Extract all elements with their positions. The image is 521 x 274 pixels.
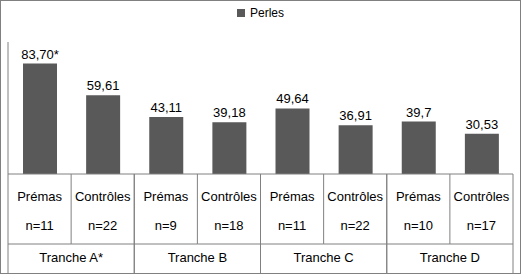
svg-text:n=18: n=18	[214, 218, 243, 233]
svg-text:n=11: n=11	[25, 218, 53, 233]
svg-text:Prémas: Prémas	[396, 189, 441, 204]
svg-text:Prémas: Prémas	[143, 189, 188, 204]
svg-text:n=22: n=22	[341, 218, 370, 233]
svg-text:n=22: n=22	[88, 218, 117, 233]
svg-text:n=10: n=10	[404, 218, 433, 233]
svg-text:59,61: 59,61	[87, 78, 120, 93]
svg-text:Tranche B: Tranche B	[168, 250, 228, 265]
html-text:Perles: Perles	[250, 6, 284, 20]
svg-text:Tranche A*: Tranche A*	[39, 250, 103, 265]
svg-text:39,18: 39,18	[213, 105, 246, 120]
svg-text:Tranche C: Tranche C	[294, 250, 354, 265]
svg-text:Contrôles: Contrôles	[75, 189, 131, 204]
svg-text:Contrôles: Contrôles	[327, 189, 383, 204]
svg-text:Contrôles: Contrôles	[454, 189, 510, 204]
svg-text:Contrôles: Contrôles	[201, 189, 257, 204]
svg-text:30,53: 30,53	[466, 117, 499, 132]
svg-text:39,7: 39,7	[406, 105, 431, 120]
svg-text:Prémas: Prémas	[17, 189, 62, 204]
svg-text:83,70*: 83,70*	[21, 47, 59, 62]
svg-text:n=11: n=11	[278, 218, 306, 233]
svg-text:n=9: n=9	[155, 218, 177, 233]
svg-text:n=17: n=17	[467, 218, 496, 233]
svg-text:36,91: 36,91	[339, 108, 372, 123]
svg-text:49,64: 49,64	[276, 91, 309, 106]
svg-text:Tranche D: Tranche D	[420, 250, 480, 265]
svg-text:Prémas: Prémas	[270, 189, 315, 204]
svg-text:43,11: 43,11	[150, 100, 182, 115]
